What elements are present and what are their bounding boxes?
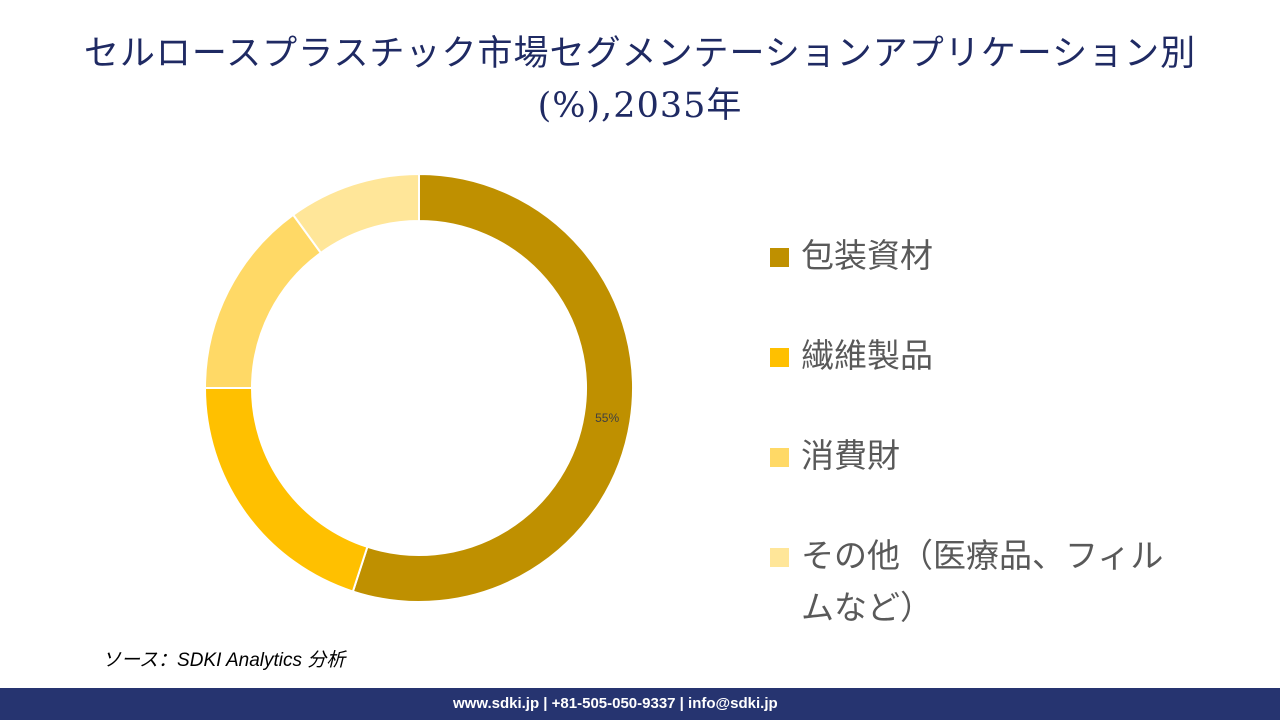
chart-title: セルロースプラスチック市場セグメンテーションアプリケーション別 (%),2035… — [83, 34, 1197, 126]
legend-swatch — [770, 448, 789, 467]
legend-item-textiles: 繊維製品 — [770, 330, 1190, 382]
donut-slice-0 — [351, 172, 634, 603]
legend-label: その他（医療品、フィルムなど） — [801, 536, 1164, 627]
donut-slice-3 — [291, 172, 420, 255]
footer-bar: www.sdki.jp | +81-505-050-9337 | info@sd… — [0, 688, 1280, 720]
footer-contact: www.sdki.jp | +81-505-050-9337 | info@sd… — [453, 695, 778, 712]
donut-slice-1 — [203, 387, 369, 593]
legend-swatch — [770, 348, 789, 367]
legend-label: 包装資材 — [801, 236, 933, 275]
legend-label: 消費財 — [801, 436, 900, 475]
source-note: ソース：SDKI Analytics 分析 — [102, 650, 346, 671]
legend-label: 繊維製品 — [801, 336, 933, 375]
legend-item-packaging: 包装資材 — [770, 230, 1190, 282]
donut-slice-2 — [203, 213, 323, 389]
legend: 包装資材 繊維製品 消費財 その他（医療品、フィルムなど） — [770, 230, 1190, 682]
legend-swatch — [770, 548, 789, 567]
legend-swatch — [770, 248, 789, 267]
legend-item-others: その他（医療品、フィルムなど） — [770, 530, 1190, 634]
data-label-0: 55% — [595, 411, 619, 425]
legend-item-consumer-goods: 消費財 — [770, 430, 1190, 482]
